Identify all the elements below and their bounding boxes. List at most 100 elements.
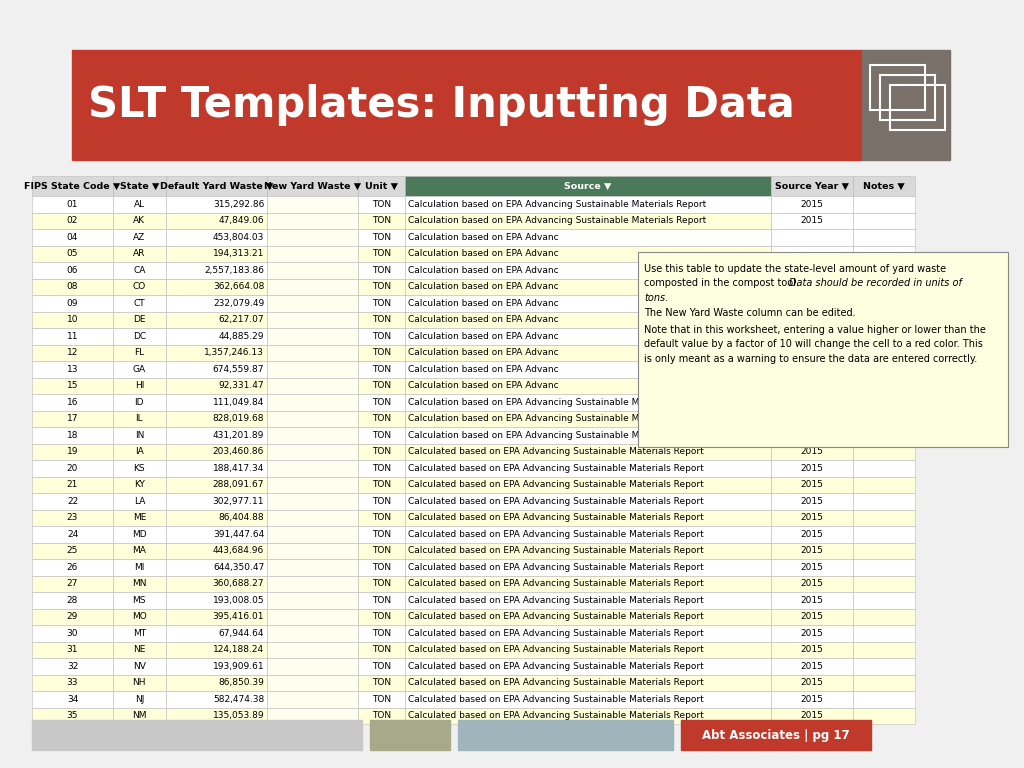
Bar (771, 592, 853, 608)
Bar (32, 196, 113, 213)
Text: 17: 17 (67, 414, 78, 423)
Bar (853, 592, 915, 608)
Bar (771, 378, 853, 394)
Text: Calculation based on EPA Advancing Sustainable Materials Report: Calculation based on EPA Advancing Susta… (408, 200, 707, 209)
Bar (166, 509, 267, 526)
Bar (404, 345, 771, 361)
Bar (404, 625, 771, 641)
Bar (166, 262, 267, 279)
Bar (853, 608, 915, 625)
Text: TON: TON (372, 513, 391, 522)
Text: TON: TON (372, 645, 391, 654)
Bar (771, 345, 853, 361)
Bar (267, 443, 358, 460)
Text: Calculated based on EPA Advancing Sustainable Materials Report: Calculated based on EPA Advancing Sustai… (408, 612, 703, 621)
Text: 124,188.24: 124,188.24 (213, 645, 264, 654)
Bar (267, 493, 358, 509)
Text: 2015: 2015 (801, 678, 823, 687)
Text: 395,416.01: 395,416.01 (213, 612, 264, 621)
Text: 33: 33 (67, 678, 78, 687)
Text: Calculated based on EPA Advancing Sustainable Materials Report: Calculated based on EPA Advancing Sustai… (408, 695, 703, 703)
Bar (771, 608, 853, 625)
Bar (771, 443, 853, 460)
Bar (267, 674, 358, 691)
Bar (358, 279, 404, 295)
Bar (358, 509, 404, 526)
Bar (166, 411, 267, 427)
Text: CT: CT (133, 299, 145, 308)
Text: TON: TON (372, 431, 391, 440)
Text: Calculation based on EPA Advancing Sustainable Materials Report: Calculation based on EPA Advancing Susta… (408, 414, 707, 423)
Bar (404, 493, 771, 509)
Bar (267, 196, 358, 213)
Bar (358, 674, 404, 691)
Bar (771, 542, 853, 559)
Bar (166, 328, 267, 345)
Bar (166, 361, 267, 378)
Bar (267, 592, 358, 608)
Bar (358, 312, 404, 328)
Bar (166, 526, 267, 542)
Bar (853, 559, 915, 575)
Text: 30: 30 (67, 629, 78, 637)
Bar (853, 196, 915, 213)
Text: LA: LA (134, 497, 145, 506)
Bar (404, 674, 771, 691)
Bar (166, 213, 267, 229)
Text: IA: IA (135, 447, 143, 456)
Bar (113, 509, 166, 526)
Bar (358, 559, 404, 575)
Bar (113, 246, 166, 262)
Bar (404, 476, 771, 493)
Text: 2015: 2015 (801, 596, 823, 604)
Text: 582,474.38: 582,474.38 (213, 695, 264, 703)
Bar (853, 625, 915, 641)
Text: MT: MT (133, 629, 146, 637)
Text: TON: TON (372, 365, 391, 374)
Text: AR: AR (133, 250, 145, 258)
Text: NJ: NJ (135, 695, 144, 703)
Text: 2015: 2015 (801, 695, 823, 703)
Text: Calculated based on EPA Advancing Sustainable Materials Report: Calculated based on EPA Advancing Sustai… (408, 645, 703, 654)
Bar (771, 493, 853, 509)
Bar (638, 252, 1008, 447)
Bar (358, 196, 404, 213)
Text: MI: MI (134, 563, 144, 571)
Text: ME: ME (133, 513, 146, 522)
Bar (853, 213, 915, 229)
Text: IN: IN (135, 431, 144, 440)
Text: 92,331.47: 92,331.47 (218, 381, 264, 390)
Text: 828,019.68: 828,019.68 (213, 414, 264, 423)
Text: 360,688.27: 360,688.27 (213, 579, 264, 588)
Text: 05: 05 (67, 250, 78, 258)
Bar (113, 378, 166, 394)
Bar (771, 312, 853, 328)
Bar (404, 608, 771, 625)
Text: 12: 12 (67, 348, 78, 357)
Text: TON: TON (372, 217, 391, 225)
Bar (166, 608, 267, 625)
Text: 674,559.87: 674,559.87 (213, 365, 264, 374)
Bar (404, 213, 771, 229)
Text: 09: 09 (67, 299, 78, 308)
Text: is only meant as a warning to ensure the data are entered correctly.: is only meant as a warning to ensure the… (644, 354, 977, 364)
Bar (113, 229, 166, 246)
Text: Calculation based on EPA Advanc: Calculation based on EPA Advanc (408, 365, 558, 374)
Bar (771, 394, 853, 411)
Bar (166, 312, 267, 328)
Text: default value by a factor of 10 will change the cell to a red color. This: default value by a factor of 10 will cha… (644, 339, 983, 349)
Bar (771, 460, 853, 476)
Bar (853, 378, 915, 394)
Bar (32, 378, 113, 394)
Text: 29: 29 (67, 612, 78, 621)
Bar (166, 345, 267, 361)
Text: TON: TON (372, 315, 391, 324)
Text: 15: 15 (67, 381, 78, 390)
Text: Calculated based on EPA Advancing Sustainable Materials Report: Calculated based on EPA Advancing Sustai… (408, 513, 703, 522)
Text: TON: TON (372, 480, 391, 489)
Text: Calculated based on EPA Advancing Sustainable Materials Report: Calculated based on EPA Advancing Sustai… (408, 596, 703, 604)
Bar (358, 328, 404, 345)
Text: AZ: AZ (133, 233, 145, 242)
Bar (32, 411, 113, 427)
Bar (771, 229, 853, 246)
